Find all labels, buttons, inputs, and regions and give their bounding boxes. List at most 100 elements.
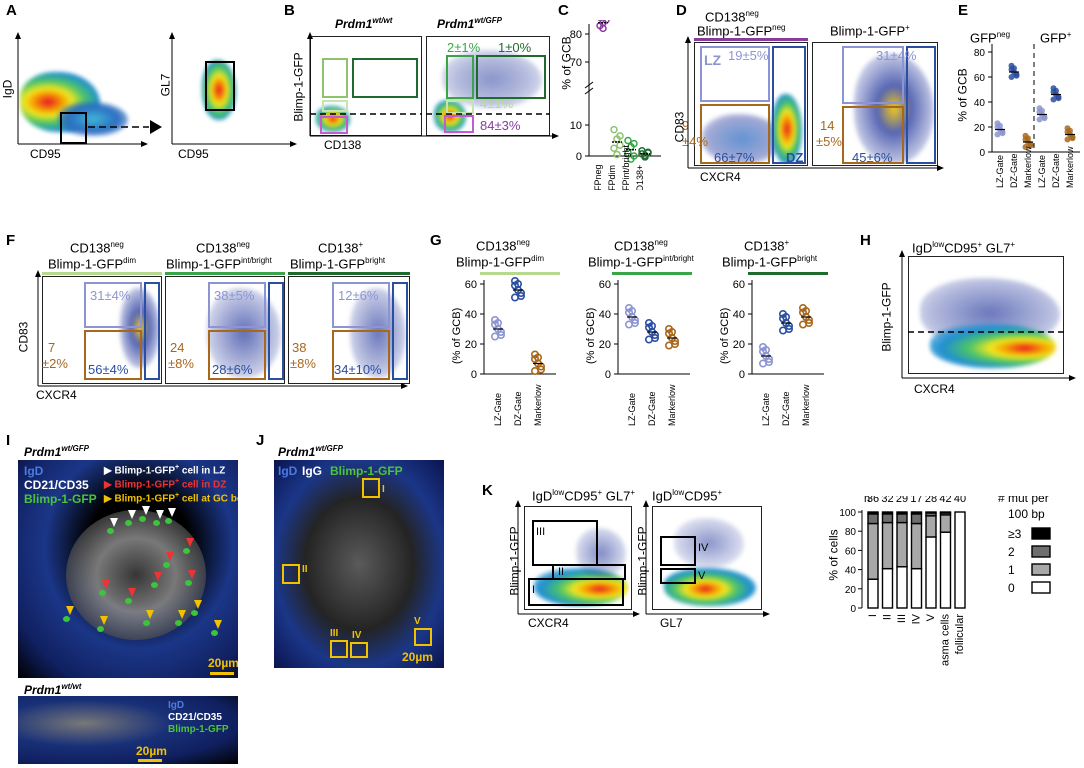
panel-K-tick: 80 xyxy=(845,527,857,538)
panel-D-title1b: Blimp-1-GFPneg xyxy=(697,23,786,39)
panel-D-p1a: 19±5% xyxy=(728,48,769,63)
panel-G-point xyxy=(779,314,788,323)
arrow-marker xyxy=(166,552,174,561)
panel-G-category: Markerlow xyxy=(801,384,811,426)
panel-B-gate4: 84±3% xyxy=(480,118,521,133)
panel-K-bar-segment xyxy=(881,511,894,515)
panel-E-point xyxy=(999,130,1006,137)
panel-G-t1a: CD138neg xyxy=(476,238,530,254)
panel-G-point xyxy=(630,318,639,327)
gfp-cell xyxy=(185,580,192,586)
panel-G-point xyxy=(645,318,654,327)
panel-E-point xyxy=(1055,95,1062,102)
panel-K-n-value: 29 xyxy=(896,496,908,505)
panel-K-bar-segment xyxy=(910,511,923,515)
panel-B-title2: Prdm1wt/GFP xyxy=(437,16,502,31)
panel-E-tick: 20 xyxy=(974,123,986,134)
panel-E-tick: 40 xyxy=(974,98,986,109)
panel-A-xlabel2: CD95 xyxy=(178,147,209,161)
panel-G-category: Markerlow xyxy=(667,384,677,426)
panel-K-bar-segment xyxy=(881,521,894,570)
panel-G-point xyxy=(799,308,808,317)
panel-G-point xyxy=(511,281,520,290)
panel-B-ylabel: Blimp-1-GFP xyxy=(291,52,306,122)
panel-H-title: IgDlowCD95+ GL7+ xyxy=(912,240,1016,256)
panel-E-point xyxy=(1022,144,1029,150)
panel-K-n-label: n xyxy=(864,496,870,505)
panel-K-xlabel2: GL7 xyxy=(660,616,683,630)
panel-G-tick: 20 xyxy=(599,339,611,351)
panel-D-plot2 xyxy=(812,42,938,166)
panel-F-t2a: CD138neg xyxy=(196,240,250,256)
panel-K-legend-label: 0 xyxy=(1008,581,1015,595)
panel-K-bar-segment xyxy=(925,515,937,538)
panel-E-category: Markerlow xyxy=(1065,146,1075,188)
panel-A-letter: A xyxy=(6,2,17,19)
panel-K-category: IV xyxy=(911,613,923,624)
panel-G-tick: 40 xyxy=(599,309,611,321)
panel-K-bar-segment xyxy=(881,513,894,524)
panel-E-point xyxy=(994,131,1001,138)
panel-F-a1: 31±4% xyxy=(90,288,131,303)
panel-B-title1: Prdm1wt/wt xyxy=(335,16,393,31)
panel-D-p2a: 31±4% xyxy=(876,48,917,63)
panel-F-a2: 38±5% xyxy=(214,288,255,303)
panel-F-d2: 28±6% xyxy=(212,362,253,377)
panel-F-t2b: Blimp-1-GFPint/bright xyxy=(166,256,272,272)
arrow-marker xyxy=(146,610,154,619)
panel-A-ylabel2: GL7 xyxy=(158,73,173,97)
panel-F-c1: ±2% xyxy=(42,356,68,371)
panel-G-point xyxy=(537,365,546,374)
panel-K-bar-ylabel: % of cells xyxy=(826,529,841,581)
panel-G-ylabel: (% of GCB) xyxy=(719,308,731,364)
arrow-marker xyxy=(214,620,222,629)
panel-C-point xyxy=(610,125,618,134)
panel-F-b3: 38 xyxy=(292,340,307,355)
panel-B-gate2: 1±0% xyxy=(498,40,532,55)
panel-E-point xyxy=(1013,72,1020,79)
panel-G-category: LZ-Gate xyxy=(493,393,503,426)
panel-F-plot2 xyxy=(165,276,285,384)
panel-C-point xyxy=(610,144,618,152)
panel-K-tick: 40 xyxy=(845,566,857,577)
panel-E-letter: E xyxy=(958,2,969,19)
panel-D-p2b: 14 xyxy=(820,118,835,133)
panel-G-point xyxy=(799,303,808,312)
arrow-marker xyxy=(100,616,108,625)
panel-G-point xyxy=(805,318,814,327)
panel-I-scale1: 20µm xyxy=(208,656,238,670)
panel-B-letter: B xyxy=(284,2,295,19)
gfp-cell xyxy=(191,610,198,616)
panel-E-tick: 60 xyxy=(974,73,986,84)
arrow-marker xyxy=(186,538,194,547)
panel-K-tick: 0 xyxy=(850,604,856,615)
panel-K-n-value: 28 xyxy=(925,496,937,505)
panel-D-dz: DZ xyxy=(786,150,804,165)
panel-K-n-value: 42 xyxy=(939,496,951,505)
gfp-cell xyxy=(125,520,132,526)
panel-G-tick: 20 xyxy=(733,339,745,351)
panel-K-legend-swatch xyxy=(1031,527,1051,540)
panel-D-p2d: 45±6% xyxy=(852,150,893,165)
panel-G-t2a: CD138neg xyxy=(614,238,668,254)
panel-G-tick: 40 xyxy=(465,309,477,321)
panel-K-category: follicular xyxy=(954,614,966,655)
panel-K-bar-segment xyxy=(939,511,952,514)
panel-F-t3b: Blimp-1-GFPbright xyxy=(290,256,386,272)
panel-G-point xyxy=(779,309,788,318)
panel-F-c3: ±8% xyxy=(290,356,316,371)
panel-I-scale2: 20µm xyxy=(136,744,167,758)
panel-G-t3a: CD138+ xyxy=(744,238,790,254)
legend-dz: ▶ Blimp-1-GFP+ cell in DZ xyxy=(104,478,227,491)
panel-E-point xyxy=(1069,135,1076,142)
gfp-cell xyxy=(107,528,114,534)
panel-B-gate3: 4±1% xyxy=(480,96,514,111)
panel-G-point xyxy=(785,324,794,333)
gfp-cell xyxy=(153,520,160,526)
panel-H-plot xyxy=(908,256,1064,374)
panel-E-point xyxy=(1022,136,1029,143)
panel-K-legend-swatch xyxy=(1031,545,1051,558)
panel-K-legend-label: 1 xyxy=(1008,563,1015,577)
panel-K-bar-segment xyxy=(867,511,879,515)
panel-K-bar-segment xyxy=(910,513,923,525)
